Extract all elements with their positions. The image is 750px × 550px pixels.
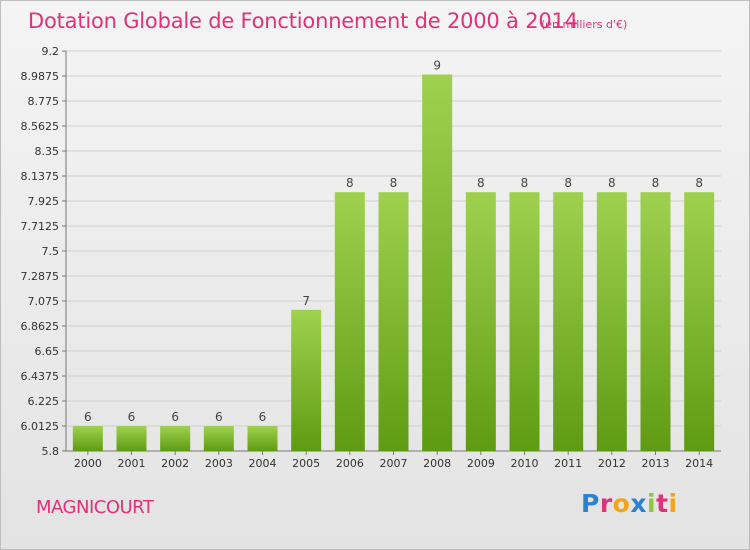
x-tick-label: 2006 xyxy=(336,457,364,470)
x-tick-label: 2012 xyxy=(598,457,626,470)
chart-title: Dotation Globale de Fonctionnement de 20… xyxy=(28,9,578,33)
y-tick-label: 7.7125 xyxy=(21,220,60,233)
data-label: 8 xyxy=(477,176,485,190)
bar-2000 xyxy=(72,426,103,451)
town-name: MAGNICOURT xyxy=(36,497,154,518)
data-label: 6 xyxy=(259,410,267,424)
data-label: 6 xyxy=(84,410,92,424)
y-tick-label: 9.2 xyxy=(42,45,60,58)
data-label: 9 xyxy=(433,59,441,73)
y-tick-label: 8.9875 xyxy=(21,70,60,83)
data-label: 8 xyxy=(390,176,398,190)
data-label: 8 xyxy=(608,176,616,190)
y-tick-label: 8.1375 xyxy=(21,170,60,183)
bar-2011 xyxy=(553,192,584,452)
y-tick-label: 6.65 xyxy=(35,345,60,358)
bar-2003 xyxy=(203,426,234,451)
logo-letter: t xyxy=(656,489,669,518)
y-tick-label: 5.8 xyxy=(42,445,60,458)
proxiti-logo[interactable]: Proxiti xyxy=(581,489,678,518)
y-tick-label: 7.5 xyxy=(42,245,60,258)
bar-2014 xyxy=(684,192,715,452)
x-tick-label: 2002 xyxy=(161,457,189,470)
x-tick-label: 2009 xyxy=(467,457,495,470)
bars xyxy=(72,74,715,452)
logo-letter: x xyxy=(630,489,647,518)
x-tick-label: 2014 xyxy=(685,457,713,470)
bar-2002 xyxy=(160,426,191,451)
data-label: 8 xyxy=(695,176,703,190)
x-tick-label: 2011 xyxy=(554,457,582,470)
bar-2004 xyxy=(247,426,278,451)
bar-2001 xyxy=(116,426,147,451)
x-tick-label: 2013 xyxy=(642,457,670,470)
x-tick-label: 2000 xyxy=(74,457,102,470)
x-tick-label: 2001 xyxy=(118,457,146,470)
x-tick-label: 2008 xyxy=(423,457,451,470)
logo-letter: P xyxy=(581,489,600,518)
bar-2010 xyxy=(509,192,540,452)
x-tick-label: 2005 xyxy=(292,457,320,470)
y-tick-label: 7.075 xyxy=(28,295,60,308)
x-tick-label: 2004 xyxy=(249,457,277,470)
x-tick-label: 2007 xyxy=(380,457,408,470)
bar-2006 xyxy=(334,192,365,452)
y-tick-label: 6.225 xyxy=(28,395,60,408)
bar-2009 xyxy=(465,192,496,452)
y-tick-label: 6.4375 xyxy=(21,370,60,383)
y-tick-label: 7.2875 xyxy=(21,270,60,283)
data-label: 6 xyxy=(128,410,136,424)
y-tick-label: 8.775 xyxy=(28,95,60,108)
data-label: 8 xyxy=(652,176,660,190)
y-tick-label: 6.8625 xyxy=(21,320,60,333)
data-label: 8 xyxy=(521,176,529,190)
y-tick-label: 8.5625 xyxy=(21,120,60,133)
bar-2012 xyxy=(596,192,627,452)
logo-letter: o xyxy=(612,489,631,518)
x-tick-label: 2010 xyxy=(511,457,539,470)
logo-letter: r xyxy=(599,489,613,518)
chart-unit: (en milliers d'€) xyxy=(541,18,628,31)
data-labels: 6 6 6 6 6 7 8 8 9 8 8 8 8 8 8 xyxy=(84,59,703,424)
y-tick-label: 7.925 xyxy=(28,195,60,208)
logo-letter: i xyxy=(647,489,657,518)
logo-letter: i xyxy=(668,489,678,518)
bar-2007 xyxy=(378,192,409,452)
data-label: 6 xyxy=(171,410,179,424)
bar-2013 xyxy=(640,192,671,452)
data-label: 7 xyxy=(302,294,310,308)
data-label: 6 xyxy=(215,410,223,424)
y-tick-label: 6.0125 xyxy=(21,420,60,433)
bar-2008 xyxy=(422,74,453,451)
bar-2005 xyxy=(291,309,322,451)
data-label: 8 xyxy=(346,176,354,190)
data-label: 8 xyxy=(564,176,572,190)
y-tick-label: 8.35 xyxy=(35,145,60,158)
x-tick-label: 2003 xyxy=(205,457,233,470)
